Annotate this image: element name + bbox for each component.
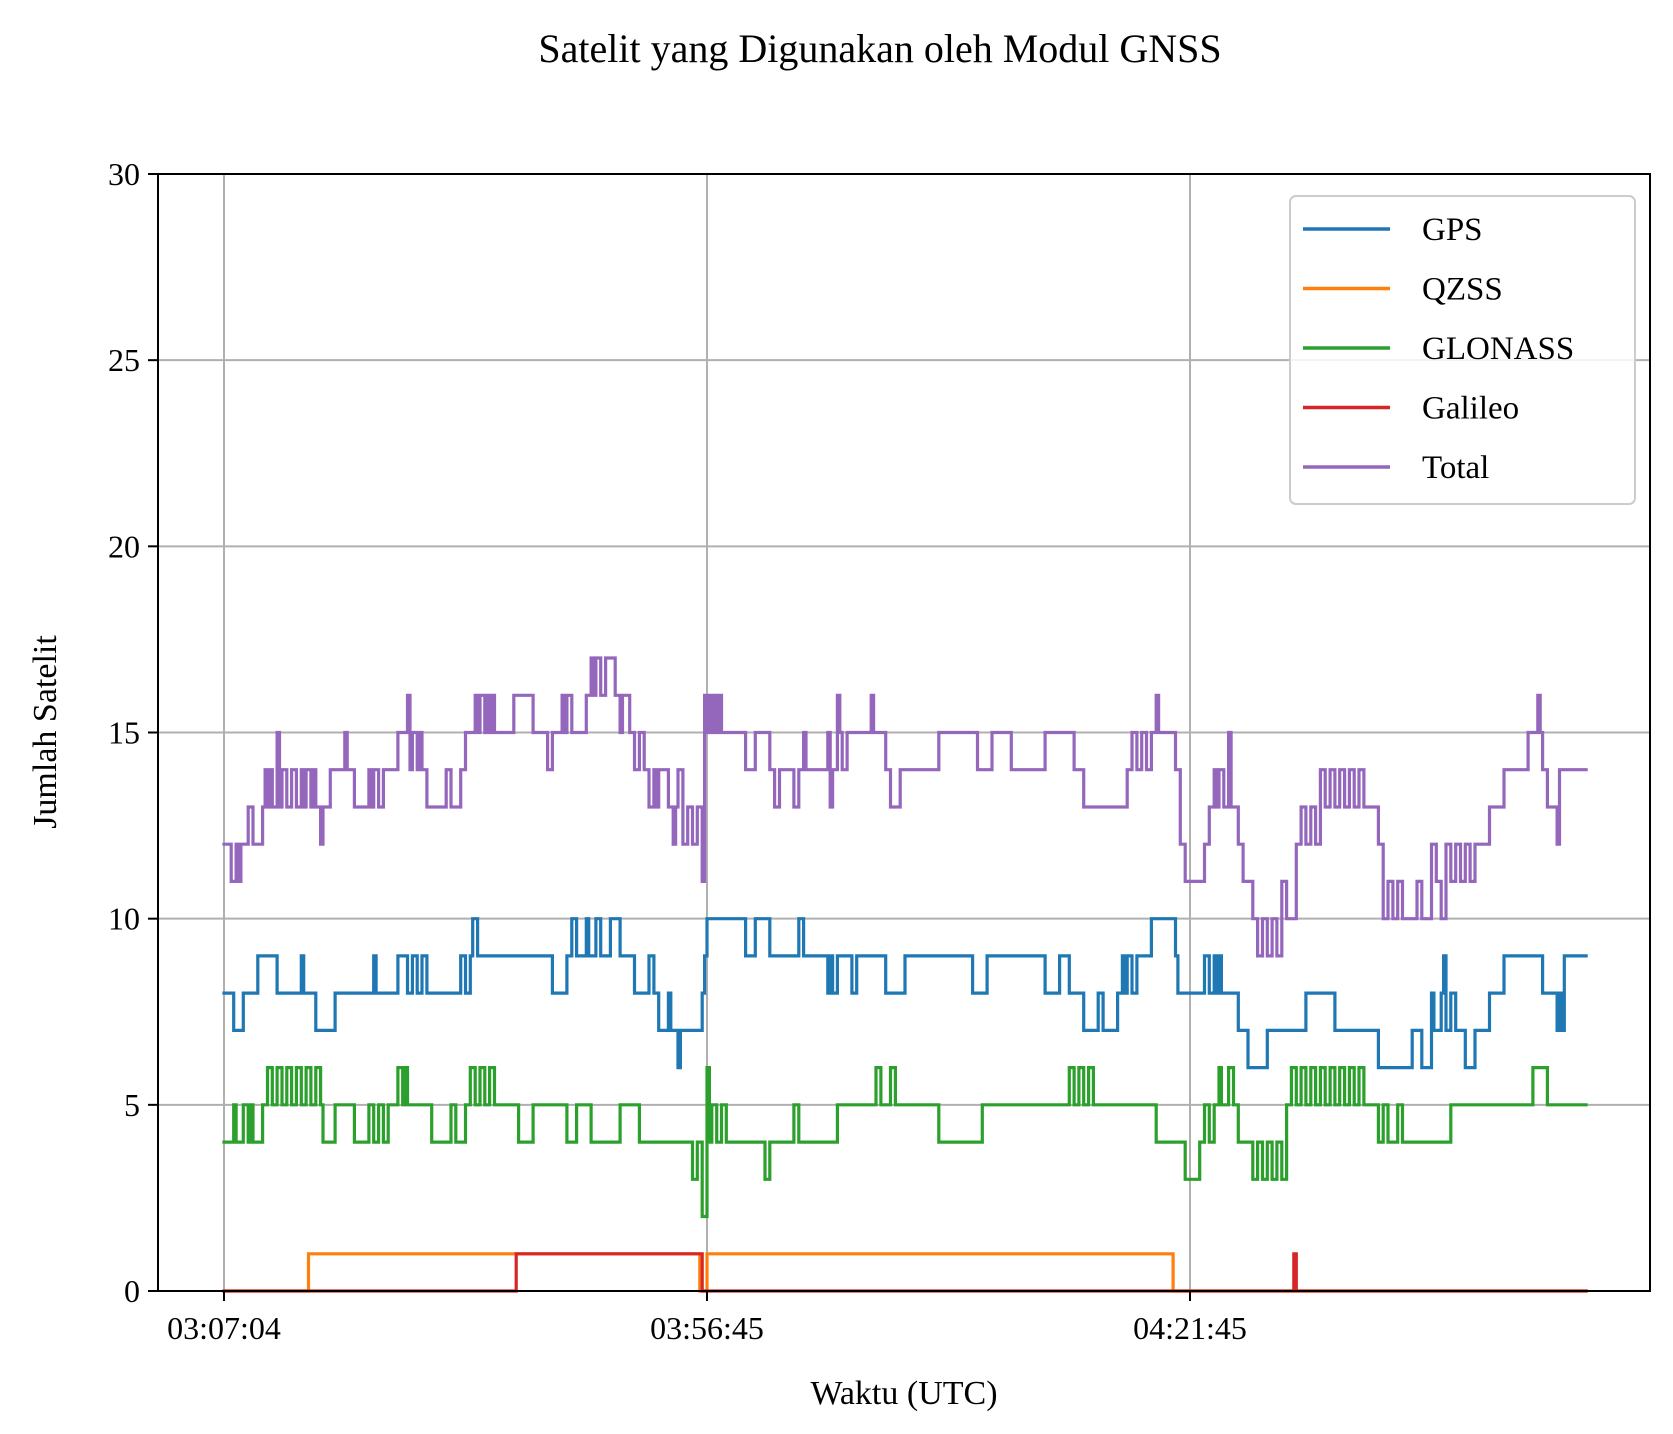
series-line-glonass	[222, 1065, 1588, 1219]
legend: GPS QZSS GLONASS Galileo Total	[1289, 195, 1636, 505]
legend-items: GPS QZSS GLONASS Galileo Total	[1303, 212, 1574, 486]
x-axis-label: Waktu (UTC)	[810, 1375, 997, 1412]
legend-label-galileo: Galileo	[1422, 391, 1519, 427]
legend-box	[1289, 195, 1636, 505]
y-tick-label: 5	[124, 1087, 140, 1123]
legend-label-gps: GPS	[1422, 212, 1483, 248]
y-axis-ticks: 0 5 10 15 20 25 30	[108, 156, 158, 1309]
x-axis-ticks: 03:07:04 03:56:45 04:21:45	[167, 1291, 1247, 1346]
series-line-gps	[222, 917, 1588, 1070]
legend-label-qzss: QZSS	[1422, 272, 1503, 308]
x-tick-label: 04:21:45	[1133, 1310, 1247, 1346]
y-tick-label: 0	[124, 1273, 140, 1309]
y-tick-label: 30	[108, 156, 140, 192]
series-lines	[222, 656, 1588, 1293]
y-tick-label: 15	[108, 715, 140, 751]
x-tick-label: 03:07:04	[167, 1310, 281, 1346]
chart-title: Satelit yang Digunakan oleh Modul GNSS	[538, 26, 1221, 71]
y-tick-label: 25	[108, 342, 140, 378]
y-tick-label: 20	[108, 528, 140, 564]
y-axis-label: Jumlah Satelit	[27, 635, 64, 829]
series-line-qzss	[222, 1252, 1588, 1293]
x-tick-label: 03:56:45	[650, 1310, 764, 1346]
series-line-total	[222, 656, 1588, 958]
legend-label-glonass: GLONASS	[1422, 331, 1574, 367]
series-line-galileo	[222, 1252, 1588, 1293]
legend-label-total: Total	[1422, 450, 1489, 486]
y-tick-label: 10	[108, 901, 140, 937]
